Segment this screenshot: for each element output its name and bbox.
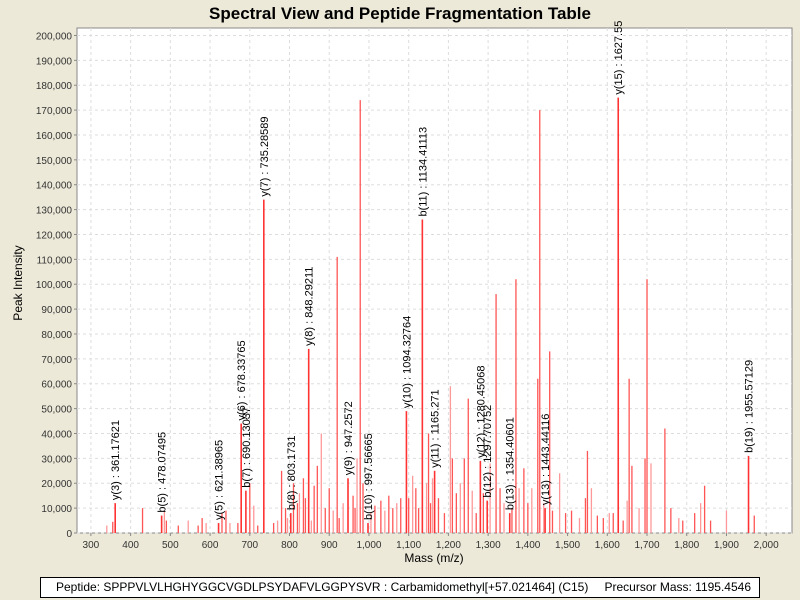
peak-annotation-label: b(13) : 1354.40601 (505, 417, 517, 510)
peak-annotation-label: b(12) : 1297.70752 (482, 405, 494, 498)
peak-annotation-label: y(8) : 848.29211 (304, 267, 316, 346)
y-tick-label: 150,000 (36, 156, 73, 167)
y-tick-label: 170,000 (36, 106, 73, 117)
peak-annotation-label: y(11) : 1165.271 (430, 389, 442, 467)
y-tick-label: 0 (66, 529, 72, 540)
x-tick-label: 1,600 (595, 540, 620, 551)
peak-annotation-label: y(9) : 947.2572 (343, 401, 355, 475)
peptide-info-bar: Peptide: SPPPVLVLHGHYGGCVGDLPSYDAFVLGGPY… (40, 577, 760, 598)
y-tick-label: 80,000 (41, 330, 72, 341)
peak-annotation-label: y(5) : 621.38965 (214, 440, 226, 520)
x-tick-label: 1,500 (555, 540, 580, 551)
peak-annotation-label: y(6) : 678.33765 (236, 340, 248, 420)
x-axis-label: Mass (m/z) (404, 551, 463, 565)
x-tick-label: 600 (202, 540, 219, 551)
x-tick-label: 400 (122, 540, 139, 551)
y-axis-label: Peak Intensity (11, 245, 25, 320)
x-tick-label: 1,800 (674, 540, 699, 551)
peak-annotation-label: y(12) : 1280.45068 (475, 365, 487, 457)
peak-annotation-label: y(3) : 361.17621 (110, 420, 122, 500)
y-tick-label: 140,000 (36, 181, 73, 192)
x-tick-label: 500 (162, 540, 179, 551)
y-tick-label: 90,000 (41, 305, 72, 316)
y-tick-label: 190,000 (36, 56, 73, 67)
y-tick-label: 130,000 (36, 206, 73, 217)
x-tick-label: 1,000 (356, 540, 381, 551)
x-tick-label: 1,300 (476, 540, 501, 551)
x-tick-label: 1,200 (436, 540, 461, 551)
y-tick-label: 20,000 (41, 479, 72, 490)
y-tick-label: 40,000 (41, 429, 72, 440)
x-tick-label: 900 (321, 540, 338, 551)
y-tick-label: 120,000 (36, 230, 73, 241)
y-tick-label: 60,000 (41, 380, 72, 391)
x-tick-label: 800 (281, 540, 298, 551)
y-tick-label: 50,000 (41, 405, 72, 416)
y-tick-label: 160,000 (36, 131, 73, 142)
y-tick-label: 100,000 (36, 280, 73, 291)
peak-annotation-label: b(5) : 478.07495 (157, 432, 169, 513)
peak-annotation-label: b(8) : 803.1731 (286, 435, 298, 510)
peak-annotation-label: b(11) : 1134.41113 (417, 127, 429, 217)
peak-annotation-label: b(7) : 690.13037 (241, 407, 253, 488)
y-tick-label: 110,000 (37, 255, 73, 266)
y-tick-label: 30,000 (41, 454, 72, 465)
peak-annotation-label: b(10) : 997.56665 (363, 433, 375, 520)
peptide-sequence: Peptide: SPPPVLVLHGHYGGCVGDLPSYDAFVLGGPY… (56, 580, 589, 594)
peak-annotation-label: y(13) : 1443.44116 (540, 414, 552, 506)
x-tick-label: 1,900 (714, 540, 739, 551)
peak-annotation-label: y(7) : 735.28589 (259, 117, 271, 197)
x-tick-label: 1,100 (396, 540, 421, 551)
x-tick-label: 1,700 (634, 540, 659, 551)
y-tick-label: 10,000 (41, 504, 72, 515)
y-tick-label: 70,000 (41, 355, 72, 366)
y-tick-label: 200,000 (36, 31, 73, 42)
peak-annotation-label: b(19) : 1955.57129 (744, 360, 756, 453)
y-tick-label: 180,000 (36, 81, 73, 92)
x-tick-label: 1,400 (515, 540, 540, 551)
chart-title: Spectral View and Peptide Fragmentation … (209, 4, 591, 23)
precursor-mass: Precursor Mass: 1195.4546 (604, 580, 751, 594)
peak-annotation-label: y(10) : 1094.32764 (401, 316, 413, 408)
x-tick-label: 300 (83, 540, 100, 551)
plot-area (76, 27, 793, 534)
x-tick-label: 700 (241, 540, 258, 551)
peak-annotation-label: y(15) : 1627.55 (613, 21, 625, 95)
x-tick-label: 2,000 (754, 540, 779, 551)
